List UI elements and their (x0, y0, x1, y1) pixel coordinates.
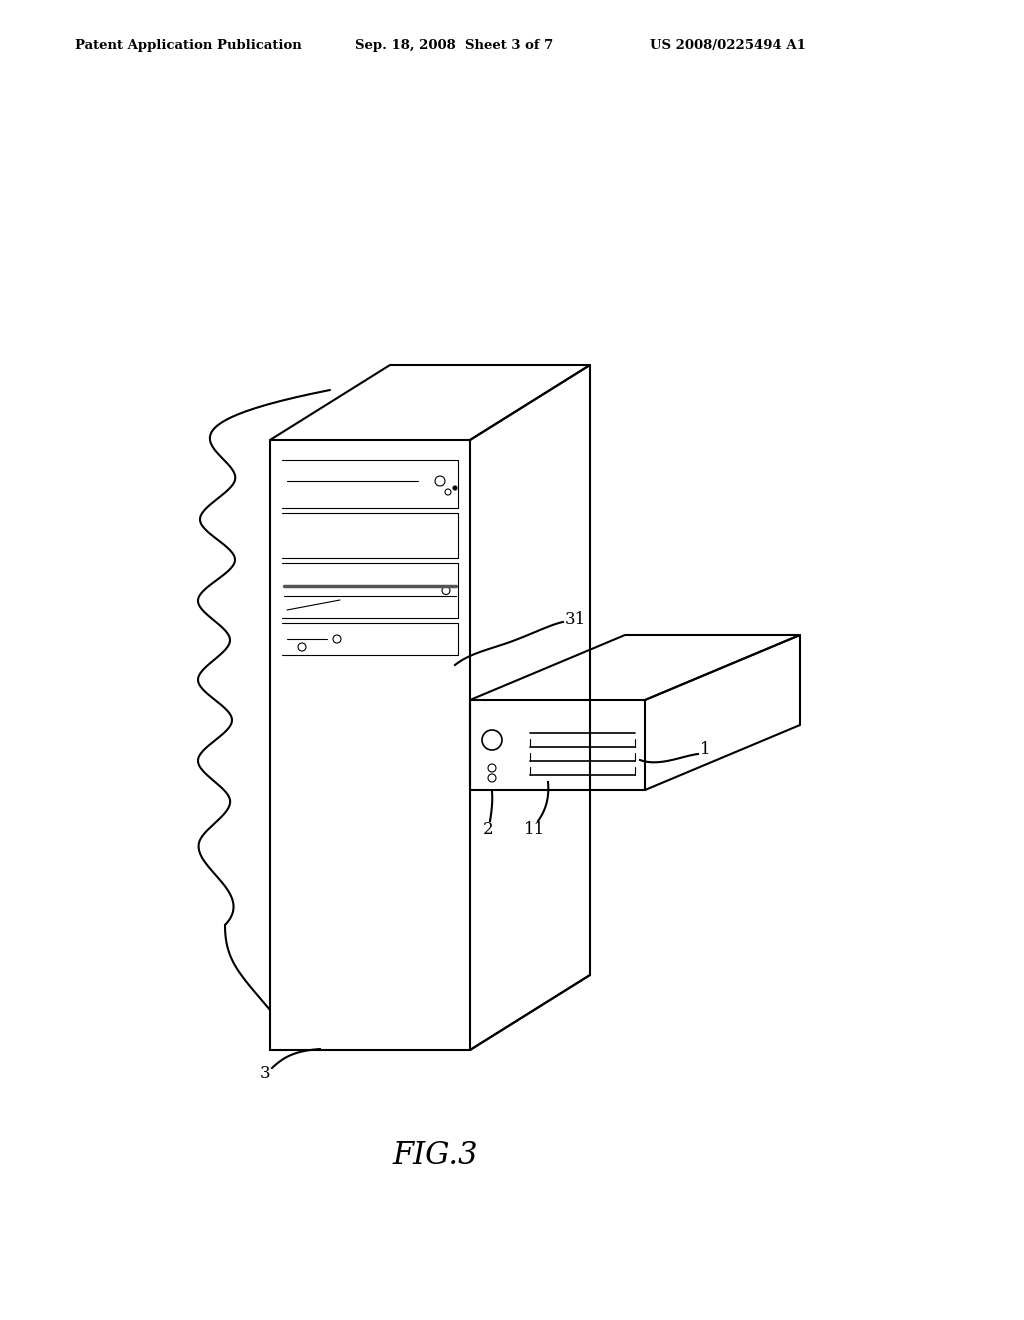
Text: US 2008/0225494 A1: US 2008/0225494 A1 (650, 38, 806, 51)
Text: Sep. 18, 2008  Sheet 3 of 7: Sep. 18, 2008 Sheet 3 of 7 (355, 38, 553, 51)
Text: 11: 11 (524, 821, 546, 838)
Text: FIG.3: FIG.3 (392, 1139, 478, 1171)
Circle shape (453, 486, 457, 490)
Text: 3: 3 (260, 1064, 270, 1081)
Text: 2: 2 (482, 821, 494, 838)
Text: Patent Application Publication: Patent Application Publication (75, 38, 302, 51)
Text: 31: 31 (565, 611, 587, 628)
Text: 1: 1 (700, 742, 711, 759)
